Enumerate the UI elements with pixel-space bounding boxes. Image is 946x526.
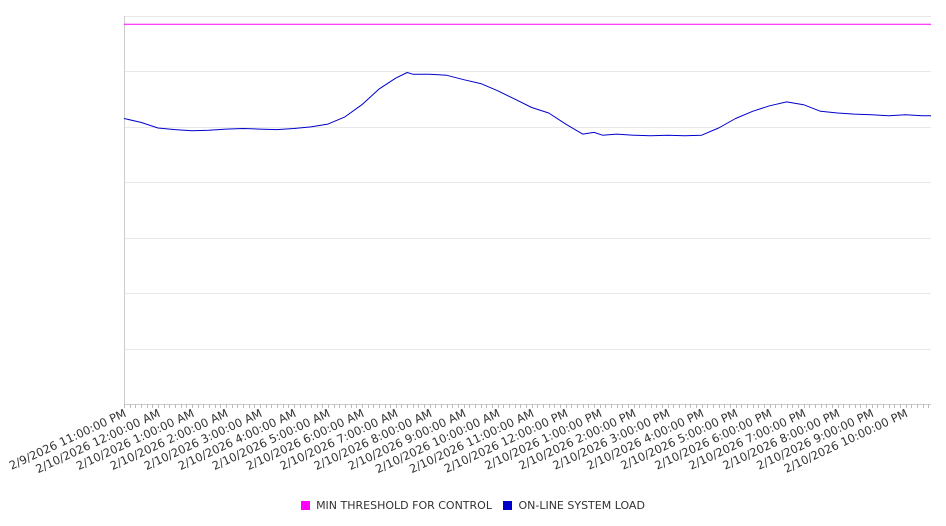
legend-item-system-load[interactable]: ON-LINE SYSTEM LOAD: [503, 499, 645, 512]
legend-item-threshold[interactable]: MIN THRESHOLD FOR CONTROL: [301, 499, 492, 512]
legend-swatch-threshold: [301, 501, 311, 510]
x-axis-ticks: [124, 404, 929, 408]
horizontal-gridlines: [124, 16, 931, 350]
plot-series: [123, 23, 931, 137]
legend: MIN THRESHOLD FOR CONTROL ON-LINE SYSTEM…: [0, 499, 946, 513]
x-axis-tick-labels: 2/9/2026 11:00:00 PM2/10/2026 12:00:00 A…: [7, 406, 910, 476]
legend-label-system-load: ON-LINE SYSTEM LOAD: [518, 499, 645, 512]
system-load-line: [123, 72, 931, 137]
legend-label-threshold: MIN THRESHOLD FOR CONTROL: [316, 499, 492, 512]
legend-swatch-system-load: [503, 501, 513, 510]
